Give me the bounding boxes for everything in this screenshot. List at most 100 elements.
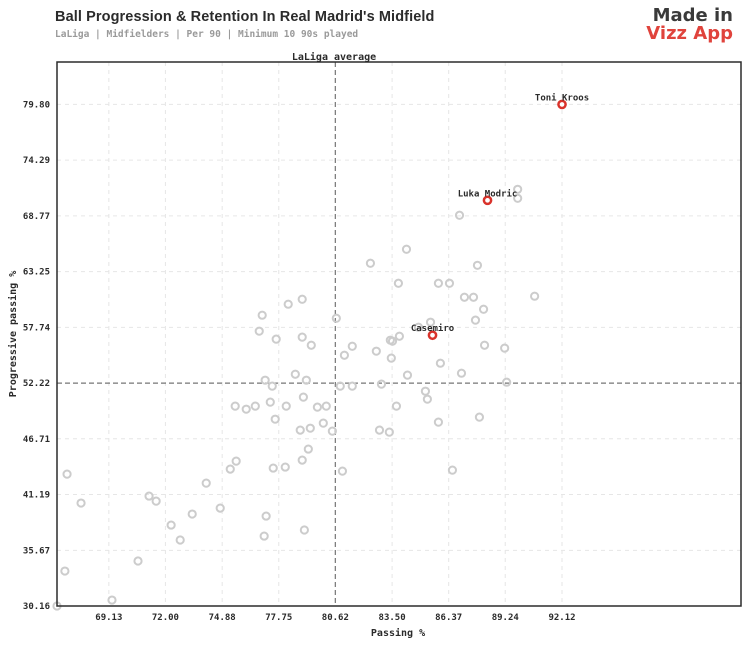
data-point <box>387 336 398 346</box>
data-point <box>393 278 404 288</box>
x-tick-label: 72.00 <box>152 613 179 623</box>
data-point <box>175 535 185 545</box>
data-point <box>435 358 445 368</box>
data-point <box>151 496 161 506</box>
reference-label: LaLiga average <box>292 51 376 63</box>
data-point <box>474 412 485 422</box>
x-tick-label: 69.13 <box>95 613 122 623</box>
data-point <box>250 401 260 411</box>
highlighted-point <box>557 99 567 110</box>
data-point <box>444 278 455 288</box>
data-point <box>281 401 291 411</box>
y-tick-label: 35.67 <box>23 546 50 556</box>
data-point <box>413 322 424 332</box>
data-point <box>425 317 436 327</box>
x-tick-label: 83.50 <box>379 613 406 623</box>
data-point <box>456 368 467 378</box>
data-point <box>225 464 235 474</box>
player-label: Casemiro <box>411 323 454 334</box>
data-point <box>290 369 300 379</box>
data-point <box>241 404 251 414</box>
data-point <box>376 379 387 389</box>
data-point <box>454 210 465 220</box>
data-point <box>280 462 290 472</box>
data-point <box>271 334 281 344</box>
data-point <box>374 425 385 435</box>
data-point <box>231 456 241 466</box>
data-point <box>447 465 458 475</box>
data-point <box>301 375 311 385</box>
data-point <box>422 394 432 404</box>
y-tick-label: 41.19 <box>23 491 50 501</box>
reference-lines <box>57 62 741 606</box>
data-point <box>365 258 376 268</box>
data-point <box>420 386 431 396</box>
data-point <box>401 244 412 254</box>
data-point <box>384 427 394 437</box>
x-axis-label: Passing % <box>371 627 425 639</box>
data-point <box>468 292 479 302</box>
data-point <box>502 377 512 387</box>
data-point <box>303 444 313 454</box>
data-point <box>259 531 269 541</box>
data-point <box>500 343 510 353</box>
data-point <box>335 381 345 391</box>
x-tick-label: 80.62 <box>322 613 349 623</box>
data-point <box>257 310 267 320</box>
data-point <box>347 341 357 351</box>
data-point <box>299 525 309 535</box>
x-tick-label: 92.12 <box>548 613 575 623</box>
data-point <box>60 566 70 576</box>
data-point <box>478 304 489 314</box>
data-points <box>52 184 540 611</box>
data-point <box>297 294 307 304</box>
chart-subtitle: LaLiga | Midfielders | Per 90 | Minimum … <box>55 29 359 40</box>
data-point <box>201 478 211 488</box>
data-point <box>268 463 278 473</box>
data-point <box>260 375 270 385</box>
axis-ticks: 69.13 72.00 74.88 77.75 80.62 83.50 86.37 89.24… <box>23 100 576 623</box>
data-point <box>267 381 277 391</box>
chart-title: Ball Progression & Retention In Real Mad… <box>55 9 435 25</box>
data-point <box>394 331 404 341</box>
data-point <box>312 402 322 412</box>
x-tick-label: 86.37 <box>435 613 462 623</box>
data-point <box>261 511 271 521</box>
data-point <box>187 509 197 519</box>
data-point <box>230 401 240 411</box>
data-point <box>472 260 483 270</box>
data-point <box>459 292 470 302</box>
data-point <box>347 381 357 391</box>
data-point <box>295 425 305 435</box>
data-point <box>297 332 307 342</box>
plot-frame <box>56 61 742 607</box>
player-label: Toni Kroos <box>535 92 589 103</box>
data-point <box>215 503 225 513</box>
data-point <box>391 401 402 411</box>
data-point <box>470 315 481 325</box>
data-point <box>371 346 381 356</box>
data-point <box>270 414 280 424</box>
grid-lines <box>57 62 741 607</box>
y-tick-label: 30.16 <box>23 602 50 612</box>
data-point <box>305 423 315 433</box>
data-point <box>62 469 72 479</box>
data-point <box>306 340 316 350</box>
data-point <box>144 491 154 501</box>
x-tick-label: 89.24 <box>492 613 520 623</box>
y-tick-label: 63.25 <box>23 268 50 278</box>
data-point <box>513 184 523 194</box>
data-point <box>386 353 396 363</box>
y-tick-label: 68.77 <box>23 212 50 222</box>
data-point <box>76 498 86 508</box>
data-point <box>530 291 540 301</box>
data-point <box>298 392 308 402</box>
highlighted-point <box>482 195 493 206</box>
highlighted-point <box>427 330 438 341</box>
data-point <box>283 299 293 309</box>
y-tick-label: 57.74 <box>23 323 51 333</box>
data-point <box>133 556 143 566</box>
data-point <box>321 401 331 411</box>
data-point <box>254 326 264 336</box>
